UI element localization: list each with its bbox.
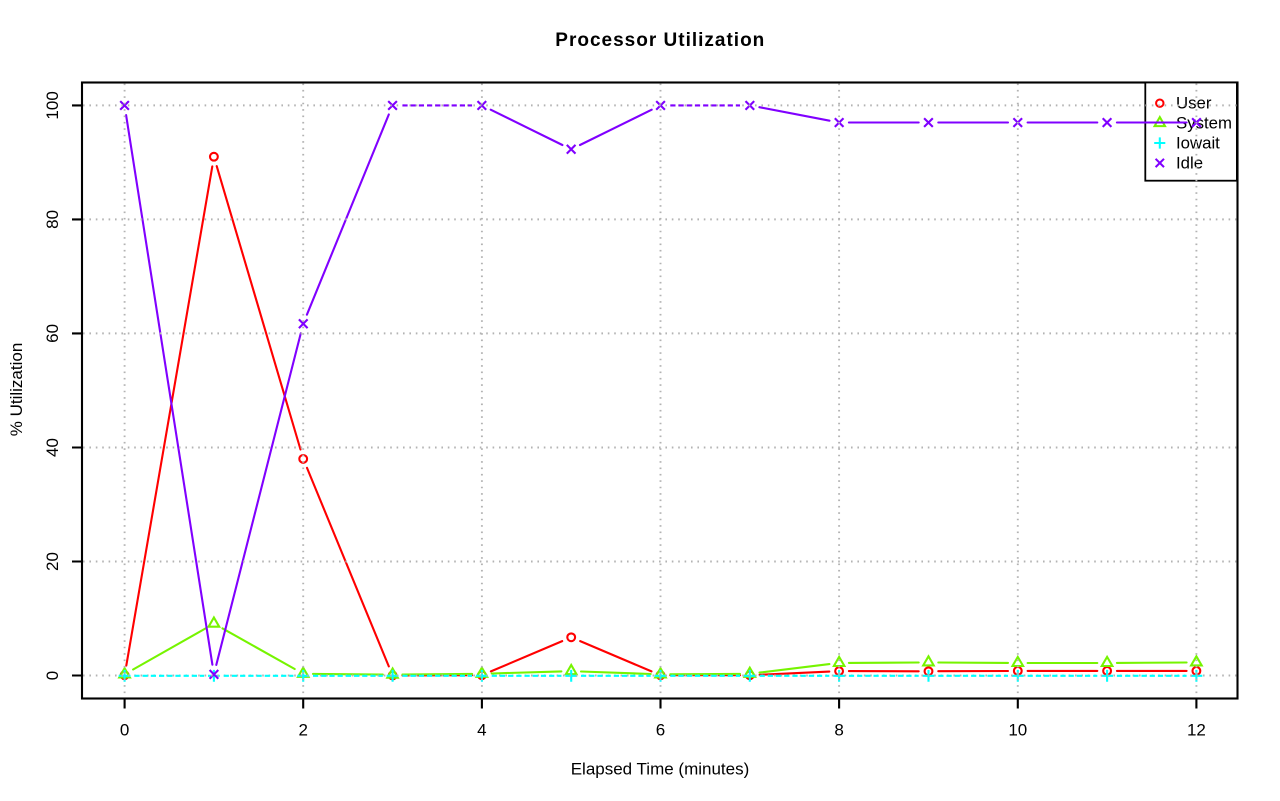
svg-text:40: 40 [43, 438, 62, 457]
svg-text:0: 0 [120, 721, 129, 740]
svg-text:12: 12 [1187, 721, 1206, 740]
svg-text:6: 6 [656, 721, 665, 740]
svg-text:100: 100 [43, 91, 62, 119]
svg-text:User: User [1176, 94, 1212, 113]
svg-text:0: 0 [43, 671, 62, 680]
svg-text:60: 60 [43, 324, 62, 343]
svg-text:Iowait: Iowait [1176, 133, 1220, 152]
svg-text:% Utilization: % Utilization [7, 343, 26, 437]
svg-text:10: 10 [1008, 721, 1027, 740]
svg-text:20: 20 [43, 552, 62, 571]
svg-text:8: 8 [834, 721, 843, 740]
svg-text:2: 2 [298, 721, 307, 740]
svg-text:System: System [1176, 114, 1232, 133]
svg-text:Elapsed Time (minutes): Elapsed Time (minutes) [571, 760, 750, 779]
svg-text:4: 4 [477, 721, 486, 740]
svg-text:Idle: Idle [1176, 153, 1203, 172]
svg-text:80: 80 [43, 210, 62, 229]
svg-text:Processor Utilization: Processor Utilization [555, 30, 765, 51]
